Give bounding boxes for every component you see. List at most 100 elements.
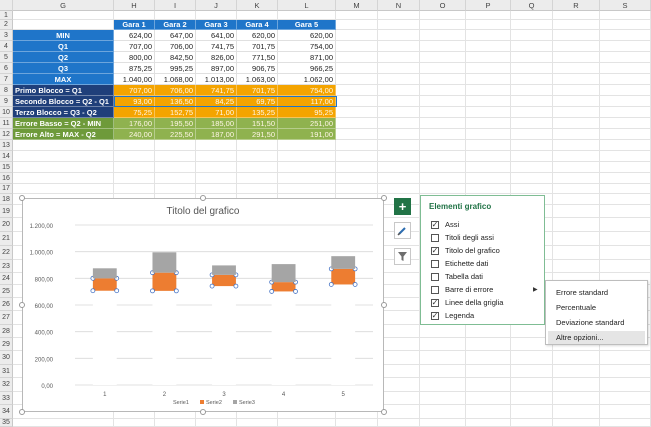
row-header-29[interactable]: 29	[0, 338, 13, 351]
row-header-25[interactable]: 25	[0, 285, 13, 298]
row-header-8[interactable]: 8	[0, 85, 13, 96]
block-value-cell[interactable]: 741,75	[196, 85, 237, 96]
stat-value-cell[interactable]: 620,00	[237, 30, 278, 41]
row-header-1[interactable]: 1	[0, 11, 13, 20]
block-label-cell[interactable]: Secondo Blocco = Q2 - Q1	[13, 96, 114, 107]
block-value-cell[interactable]: 701,75	[237, 85, 278, 96]
row-header-10[interactable]: 10	[0, 107, 13, 118]
block-value-cell[interactable]: 185,00	[196, 118, 237, 129]
stat-value-cell[interactable]: 995,25	[155, 63, 196, 74]
stat-value-cell[interactable]: 826,00	[196, 52, 237, 63]
chart-element-option[interactable]: Barre di errore ▶	[431, 283, 539, 296]
checkbox[interactable]: ✓	[431, 310, 439, 320]
row-header-33[interactable]: 33	[0, 392, 13, 405]
row-header-9[interactable]: 9	[0, 96, 13, 107]
column-header-k[interactable]: K	[237, 0, 278, 11]
column-header-j[interactable]: J	[196, 0, 237, 11]
table-header-cell[interactable]: Gara 3	[196, 20, 237, 30]
row-header-28[interactable]: 28	[0, 325, 13, 338]
stat-value-cell[interactable]: 871,00	[278, 52, 336, 63]
column-header-n[interactable]: N	[378, 0, 420, 11]
chart-element-option[interactable]: ✓ Linee della griglia	[431, 296, 539, 309]
chart-element-option[interactable]: Titoli degli assi	[431, 231, 539, 244]
row-header-15[interactable]: 15	[0, 162, 13, 173]
block-label-cell[interactable]: Errore Alto = MAX - Q2	[13, 129, 114, 140]
stat-value-cell[interactable]: 741,75	[196, 41, 237, 52]
stat-value-cell[interactable]: 1.013,00	[196, 74, 237, 85]
column-header-q[interactable]: Q	[511, 0, 553, 11]
chart-resize-handle[interactable]	[200, 409, 206, 415]
stat-value-cell[interactable]: 707,00	[114, 41, 155, 52]
row-header-11[interactable]: 11	[0, 118, 13, 129]
column-header-i[interactable]: I	[155, 0, 196, 11]
row-header-3[interactable]: 3	[0, 30, 13, 41]
block-value-cell[interactable]: 71,00	[196, 107, 237, 118]
stat-value-cell[interactable]: 647,00	[155, 30, 196, 41]
row-header-6[interactable]: 6	[0, 63, 13, 74]
row-header-7[interactable]: 7	[0, 74, 13, 85]
column-header-o[interactable]: O	[420, 0, 466, 11]
block-label-cell[interactable]: Terzo Blocco = Q3 - Q2	[13, 107, 114, 118]
row-header-16[interactable]: 16	[0, 173, 13, 184]
row-header-24[interactable]: 24	[0, 273, 13, 285]
column-header-m[interactable]: M	[336, 0, 378, 11]
row-header-32[interactable]: 32	[0, 378, 13, 392]
chart-resize-handle[interactable]	[200, 195, 206, 201]
block-value-cell[interactable]: 187,00	[196, 129, 237, 140]
chart-element-option[interactable]: Etichette dati	[431, 257, 539, 270]
row-header-12[interactable]: 12	[0, 129, 13, 140]
stat-label-cell[interactable]: MAX	[13, 74, 114, 85]
stat-value-cell[interactable]: 701,75	[237, 41, 278, 52]
stat-value-cell[interactable]: 771,50	[237, 52, 278, 63]
chart-resize-handle[interactable]	[381, 409, 387, 415]
table-header-cell[interactable]: Gara 2	[155, 20, 196, 30]
block-value-cell[interactable]: 152,75	[155, 107, 196, 118]
chart-resize-handle[interactable]	[381, 302, 387, 308]
row-header-13[interactable]: 13	[0, 140, 13, 151]
block-value-cell[interactable]: 706,00	[155, 85, 196, 96]
column-header-r[interactable]: R	[553, 0, 600, 11]
stat-value-cell[interactable]: 1.068,00	[155, 74, 196, 85]
chart-resize-handle[interactable]	[19, 409, 25, 415]
error-bars-option[interactable]: Altre opzioni...	[548, 331, 645, 344]
row-header-27[interactable]: 27	[0, 311, 13, 325]
row-header-19[interactable]: 19	[0, 205, 13, 218]
block-value-cell[interactable]: 251,00	[278, 118, 336, 129]
checkbox[interactable]	[431, 259, 439, 268]
stat-label-cell[interactable]: Q3	[13, 63, 114, 74]
block-value-cell[interactable]: 225,50	[155, 129, 196, 140]
column-header-l[interactable]: L	[278, 0, 336, 11]
chart-element-option[interactable]: ✓ Assi	[431, 218, 539, 231]
block-value-cell[interactable]: 75,25	[114, 107, 155, 118]
chart-element-option[interactable]: Tabella dati	[431, 270, 539, 283]
chart-resize-handle[interactable]	[19, 195, 25, 201]
block-value-cell[interactable]: 291,50	[237, 129, 278, 140]
row-header-34[interactable]: 34	[0, 405, 13, 419]
chart-styles-button[interactable]	[394, 222, 411, 239]
row-header-2[interactable]: 2	[0, 20, 13, 30]
column-header-s[interactable]: S	[600, 0, 651, 11]
column-header-p[interactable]: P	[466, 0, 511, 11]
stat-value-cell[interactable]: 1.062,00	[278, 74, 336, 85]
stat-value-cell[interactable]: 624,00	[114, 30, 155, 41]
stat-value-cell[interactable]: 897,00	[196, 63, 237, 74]
table-header-cell[interactable]: Gara 1	[114, 20, 155, 30]
row-header-26[interactable]: 26	[0, 298, 13, 311]
table-header-cell[interactable]: Gara 4	[237, 20, 278, 30]
chart-element-option[interactable]: ✓ Legenda	[431, 309, 539, 322]
checkbox[interactable]: ✓	[431, 219, 439, 229]
row-header-31[interactable]: 31	[0, 365, 13, 378]
stat-value-cell[interactable]: 641,00	[196, 30, 237, 41]
chart-resize-handle[interactable]	[381, 195, 387, 201]
row-header-20[interactable]: 20	[0, 218, 13, 232]
row-header-23[interactable]: 23	[0, 260, 13, 273]
chart-element-option[interactable]: ✓ Titolo del grafico	[431, 244, 539, 257]
block-value-cell[interactable]: 95,25	[278, 107, 336, 118]
row-header-35[interactable]: 35	[0, 419, 13, 427]
row-header-5[interactable]: 5	[0, 52, 13, 63]
error-bars-option[interactable]: Percentuale	[556, 303, 597, 312]
column-header-h[interactable]: H	[114, 0, 155, 11]
row-header-18[interactable]: 18	[0, 194, 13, 205]
table-header-cell[interactable]: Gara 5	[278, 20, 336, 30]
